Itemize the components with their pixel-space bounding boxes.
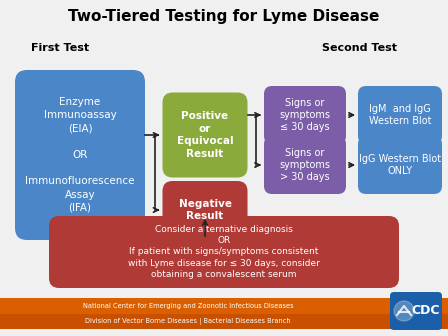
Text: First Test: First Test: [31, 43, 89, 53]
Circle shape: [394, 301, 414, 321]
FancyBboxPatch shape: [163, 92, 247, 177]
Text: Positive
or
Equivocal
Result: Positive or Equivocal Result: [177, 112, 233, 159]
FancyBboxPatch shape: [163, 181, 247, 239]
FancyBboxPatch shape: [15, 70, 145, 240]
Text: Consider alternative diagnosis
OR
If patient with signs/symptoms consistent
with: Consider alternative diagnosis OR If pat…: [128, 225, 320, 279]
Text: CDC: CDC: [411, 304, 439, 318]
Text: IgM  and IgG
Western Blot: IgM and IgG Western Blot: [369, 104, 431, 126]
Text: Negative
Result: Negative Result: [178, 199, 232, 221]
Text: Signs or
symptoms
≤ 30 days: Signs or symptoms ≤ 30 days: [280, 97, 331, 132]
Text: Division of Vector Borne Diseases | Bacterial Diseases Branch: Division of Vector Borne Diseases | Bact…: [86, 318, 291, 325]
Text: Two-Tiered Testing for Lyme Disease: Two-Tiered Testing for Lyme Disease: [68, 8, 380, 24]
FancyBboxPatch shape: [264, 86, 346, 144]
FancyBboxPatch shape: [358, 136, 442, 194]
FancyBboxPatch shape: [49, 216, 399, 288]
FancyBboxPatch shape: [0, 298, 448, 314]
Text: IgG Western Blot
ONLY: IgG Western Blot ONLY: [359, 154, 441, 176]
FancyBboxPatch shape: [264, 136, 346, 194]
Text: National Center for Emerging and Zoonotic Infectious Diseases: National Center for Emerging and Zoonoti…: [83, 303, 293, 309]
Text: Enzyme
Immunoassay
(EIA)

OR

Immunofluorescence
Assay
(IFA): Enzyme Immunoassay (EIA) OR Immunofluore…: [25, 97, 135, 213]
Text: Second Test: Second Test: [323, 43, 397, 53]
Text: Signs or
symptoms
> 30 days: Signs or symptoms > 30 days: [280, 148, 331, 182]
FancyBboxPatch shape: [390, 292, 442, 330]
FancyBboxPatch shape: [358, 86, 442, 144]
FancyBboxPatch shape: [0, 314, 448, 329]
